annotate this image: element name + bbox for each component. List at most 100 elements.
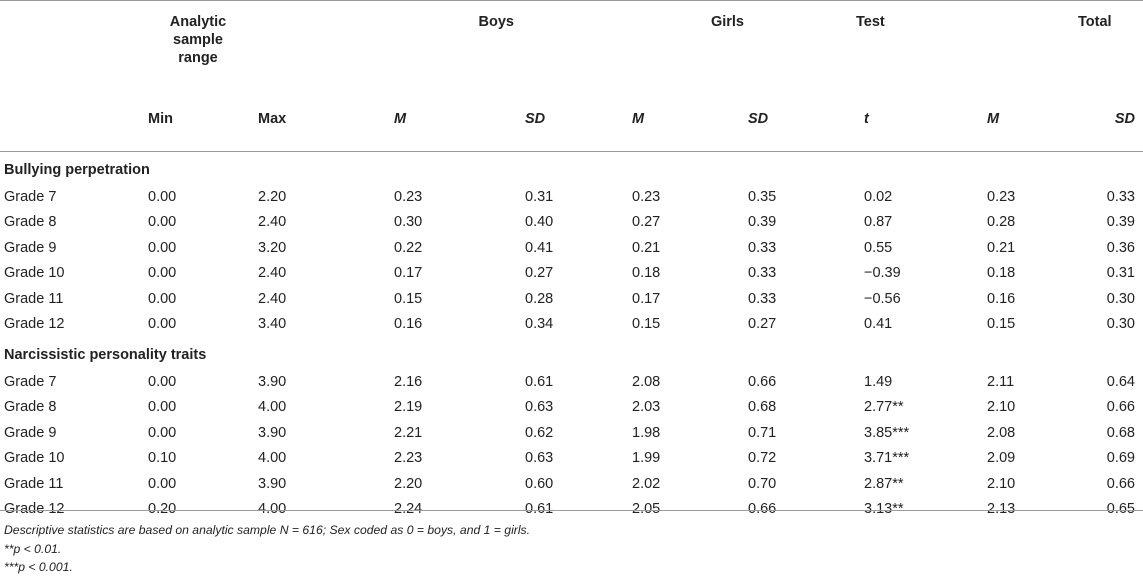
girls-m-value: 1.99	[632, 450, 661, 467]
max-value: 3.40	[258, 316, 287, 333]
boys-m-value: 0.15	[394, 290, 423, 307]
grade-label: Grade 12	[4, 316, 65, 333]
boys-m-value: 0.17	[394, 265, 423, 282]
min-value: 0.10	[148, 450, 177, 467]
total-sd-value: 0.30	[1106, 316, 1135, 333]
table-row: Grade 11 0.00 3.90 2.20 0.60 2.02 0.70 2.87** 2.…	[0, 471, 1143, 497]
analytic-label-1: Analytic	[169, 14, 227, 30]
boys-m-value: 2.24	[394, 501, 423, 518]
grade-label: Grade 11	[4, 475, 64, 492]
girls-m-value: 0.18	[632, 265, 661, 282]
t-value: 0.41	[864, 316, 893, 333]
total-m-value: 2.10	[987, 399, 1016, 416]
total-m-value: 2.11	[987, 373, 1015, 390]
min-value: 0.00	[148, 424, 177, 441]
girls-m-value: 0.21	[632, 239, 661, 256]
boys-sd-value: 0.31	[525, 188, 554, 205]
table-row: Grade 9 0.00 3.20 0.22 0.41 0.21 0.33 0.55 0.21 0…	[0, 235, 1143, 261]
total-m-value: 0.16	[987, 290, 1016, 307]
boys-sd-value: 0.63	[525, 450, 554, 467]
boys-m-value: 2.16	[394, 373, 423, 390]
table-header: Analytic sample range Boys Girls Test To…	[0, 0, 1143, 152]
header-girls: Girls	[710, 14, 744, 30]
table-row: Grade 7 0.00 2.20 0.23 0.31 0.23 0.35 0.02 0.23 0…	[0, 184, 1143, 210]
total-sd-value: 0.68	[1106, 424, 1135, 441]
grade-label: Grade 10	[4, 450, 65, 467]
header-total-m: M	[987, 111, 1000, 127]
boys-sd-value: 0.27	[525, 265, 554, 282]
table-row: Grade 12 0.20 4.00 2.24 0.61 2.05 0.66 3.13** 2.…	[0, 497, 1143, 523]
total-m-value: 0.21	[987, 239, 1016, 256]
t-value: 0.87	[864, 214, 893, 231]
header-boys-sd: SD	[525, 111, 546, 127]
boys-m-value: 2.20	[394, 475, 423, 492]
table-row: Grade 10 0.00 2.40 0.17 0.27 0.18 0.33 −0.39 0.1…	[0, 261, 1143, 287]
total-sd-value: 0.31	[1106, 265, 1135, 282]
total-m-value: 2.13	[987, 501, 1016, 518]
max-value: 2.20	[258, 188, 287, 205]
header-row-groups: Analytic sample range Boys Girls Test To…	[0, 0, 1143, 101]
grade-label: Grade 8	[4, 214, 57, 231]
total-sd-value: 0.39	[1106, 214, 1135, 231]
min-value: 0.00	[148, 475, 177, 492]
boys-sd-value: 0.61	[525, 501, 554, 518]
grade-label: Grade 11	[4, 290, 64, 307]
header-max: Max	[258, 111, 287, 127]
min-value: 0.00	[148, 373, 177, 390]
header-girls-m: M	[632, 111, 645, 127]
table-row: Grade 11 0.00 2.40 0.15 0.28 0.17 0.33 −0.56 0.1…	[0, 286, 1143, 312]
header-blank-3	[516, 0, 628, 101]
table-notes: Descriptive statistics are based on anal…	[4, 521, 530, 577]
header-analytic-sample-range: Analytic sample range	[138, 0, 258, 101]
boys-m-value: 2.19	[394, 399, 423, 416]
boys-sd-value: 0.61	[525, 373, 554, 390]
grade-label: Grade 8	[4, 399, 57, 416]
boys-sd-value: 0.63	[525, 399, 554, 416]
boys-m-value: 0.16	[394, 316, 423, 333]
descriptive-statistics-table-container: Analytic sample range Boys Girls Test To…	[0, 0, 1143, 523]
girls-sd-value: 0.72	[748, 450, 777, 467]
table-body: Bullying perpetration Grade 7 0.00 2.20 0.23…	[0, 152, 1143, 523]
t-value: 2.87**	[864, 475, 904, 492]
grade-label: Grade 7	[4, 373, 57, 390]
boys-sd-value: 0.40	[525, 214, 554, 231]
girls-m-value: 1.98	[632, 424, 661, 441]
header-total: Total	[1078, 14, 1112, 30]
note-descriptive: Descriptive statistics are based on anal…	[4, 523, 531, 537]
header-t: t	[864, 111, 869, 127]
total-m-value: 0.18	[987, 265, 1016, 282]
table-row: Grade 10 0.10 4.00 2.23 0.63 1.99 0.72 3.71*** 2…	[0, 446, 1143, 472]
total-m-value: 0.28	[987, 214, 1016, 231]
t-value: 0.55	[864, 239, 893, 256]
t-value: 3.71***	[864, 450, 910, 467]
total-sd-value: 0.65	[1106, 501, 1135, 518]
table-row: Grade 8 0.00 2.40 0.30 0.40 0.27 0.39 0.87 0.28 0…	[0, 210, 1143, 236]
girls-sd-value: 0.68	[748, 399, 777, 416]
table-row: Grade 8 0.00 4.00 2.19 0.63 2.03 0.68 2.77** 2.1…	[0, 395, 1143, 421]
t-value: 1.49	[864, 373, 893, 390]
max-value: 4.00	[258, 399, 287, 416]
header-total-sd: SD	[1114, 111, 1135, 127]
header-blank-2	[258, 0, 388, 101]
t-value: −0.39	[864, 265, 901, 282]
max-value: 3.90	[258, 373, 287, 390]
min-value: 0.20	[148, 501, 177, 518]
table-top-rule	[0, 0, 1143, 1]
total-sd-value: 0.64	[1106, 373, 1135, 390]
t-value: 2.77**	[864, 399, 904, 416]
section-heading-row: Narcissistic personality traits	[0, 337, 1143, 369]
boys-m-value: 0.30	[394, 214, 423, 231]
girls-m-value: 0.17	[632, 290, 661, 307]
max-value: 4.00	[258, 450, 287, 467]
header-blank	[0, 0, 138, 101]
grade-label: Grade 10	[4, 265, 65, 282]
max-value: 3.90	[258, 475, 287, 492]
total-m-value: 0.23	[987, 188, 1016, 205]
t-value: 3.13**	[864, 501, 904, 518]
girls-sd-value: 0.66	[748, 501, 777, 518]
section-title: Narcissistic personality traits	[4, 346, 207, 363]
max-value: 2.40	[258, 214, 287, 231]
descriptive-statistics-table: Analytic sample range Boys Girls Test To…	[0, 0, 1143, 523]
girls-sd-value: 0.71	[748, 424, 777, 441]
analytic-label-3: range	[178, 50, 218, 66]
